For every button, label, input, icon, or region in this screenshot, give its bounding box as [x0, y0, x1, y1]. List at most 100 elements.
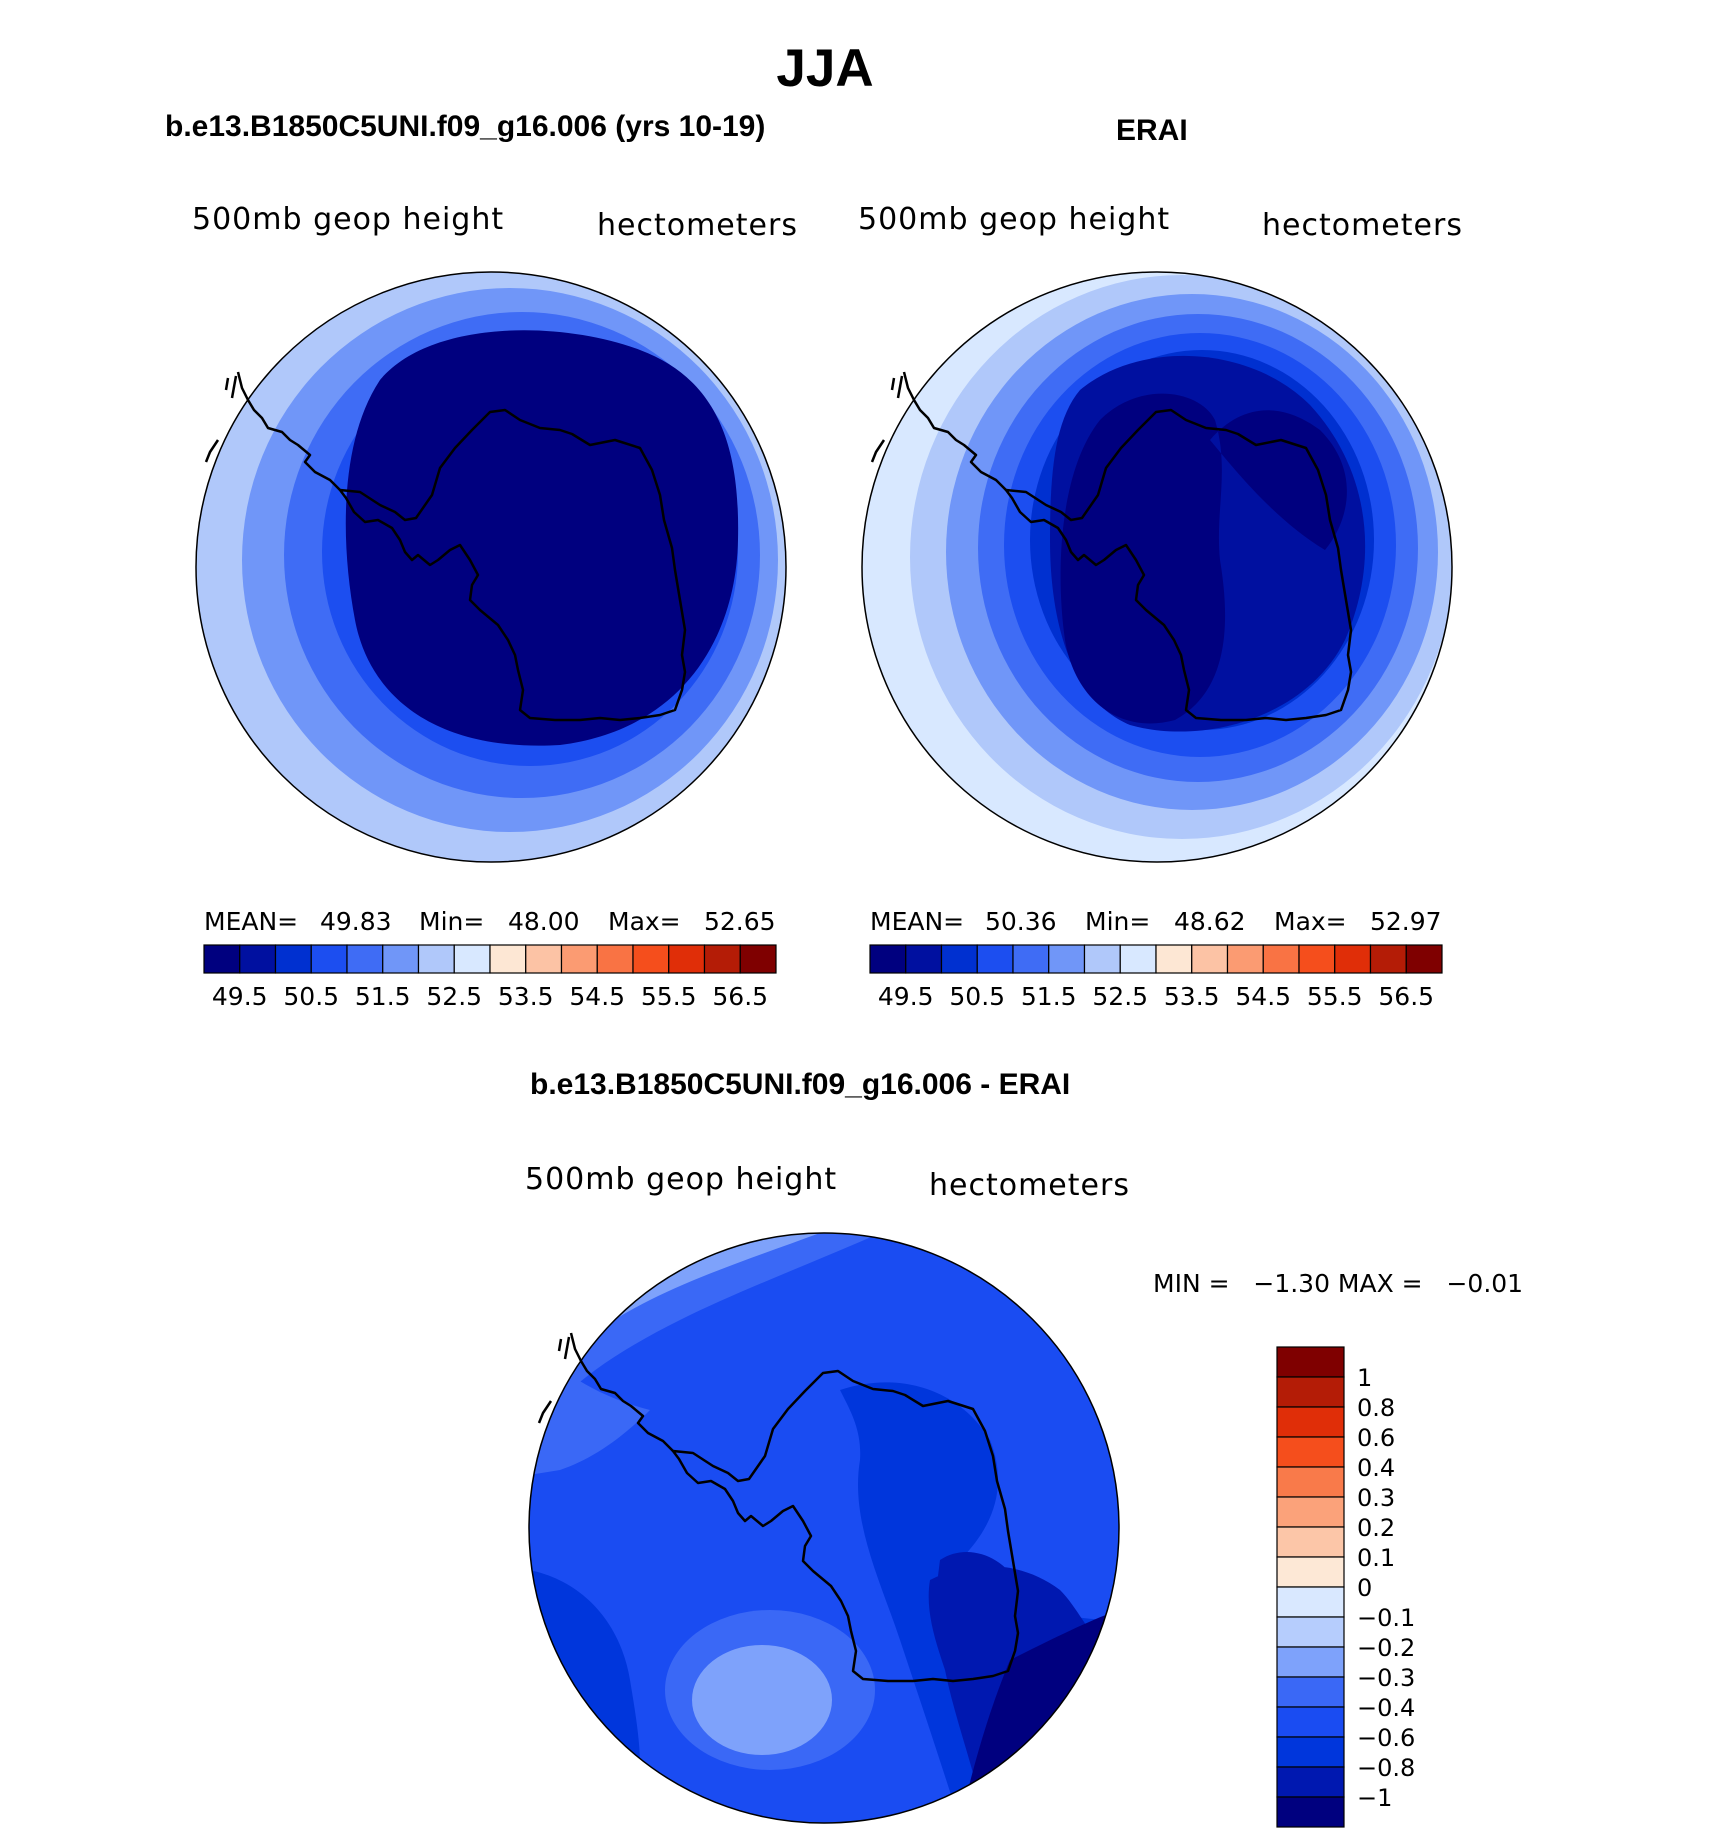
colorbar-swatch: [310, 944, 348, 974]
colorbar-swatch: [239, 944, 277, 974]
colorbar-swatch: [489, 944, 527, 974]
colorbar-swatch: [940, 944, 978, 974]
colorbar-tick-label: −0.3: [1357, 1664, 1415, 1692]
right-min-label: Min=: [1085, 907, 1150, 936]
colorbar-tick-label: 0.8: [1357, 1394, 1395, 1422]
left-coastline: [204, 371, 687, 722]
colorbar-tick-label: 55.5: [641, 982, 697, 1011]
colorbar-tick-label: −0.4: [1357, 1694, 1415, 1722]
colorbar-swatch: [346, 944, 384, 974]
colorbar-swatch: [1048, 944, 1086, 974]
colorbar-swatch: [1276, 1796, 1345, 1828]
colorbar-swatch: [1083, 944, 1121, 974]
colorbar-tick-label: 52.5: [1092, 982, 1148, 1011]
colorbar-tick-label: 0.6: [1357, 1424, 1395, 1452]
colorbar-tick-label: 53.5: [1164, 982, 1220, 1011]
colorbar-tick-label: 1: [1357, 1364, 1372, 1392]
colorbar-swatch: [596, 944, 634, 974]
left-max-label: Max=: [608, 907, 681, 936]
colorbar-tick-label: 49.5: [878, 982, 934, 1011]
colorbar-swatch: [560, 944, 598, 974]
left-units-label: hectometers: [597, 208, 798, 243]
colorbar-tick-label: 50.5: [283, 982, 339, 1011]
colorbar-tick-label: 0.1: [1357, 1544, 1395, 1572]
right-units-label: hectometers: [1262, 208, 1463, 243]
colorbar-tick-label: 53.5: [498, 982, 554, 1011]
colorbar-swatch: [1405, 944, 1443, 974]
colorbar-tick-label: −0.8: [1357, 1754, 1415, 1782]
colorbar-swatch: [1012, 944, 1050, 974]
colorbar-tick-label: 51.5: [1021, 982, 1077, 1011]
colorbar-tick-label: 0: [1357, 1574, 1372, 1602]
colorbar-swatch: [274, 944, 312, 974]
diff-units-label: hectometers: [929, 1168, 1130, 1203]
right-min-value: 48.62: [1174, 907, 1246, 936]
peninsula-island: [896, 375, 904, 399]
colorbar-swatch: [1276, 1616, 1345, 1648]
colorbar-tick-label: −0.2: [1357, 1634, 1415, 1662]
left-variable-label: 500mb geop height: [192, 202, 505, 237]
colorbar-swatch: [525, 944, 563, 974]
colorbar-swatch: [1276, 1736, 1345, 1768]
colorbar-swatch: [1119, 944, 1157, 974]
colorbar-tick-label: 56.5: [712, 982, 768, 1011]
right-panel-title: ERAI: [1116, 114, 1188, 147]
main-title: JJA: [776, 39, 874, 98]
left-min-value: 48.00: [508, 907, 580, 936]
colorbar-swatch: [1191, 944, 1229, 974]
right-colorbar: 49.5 50.5 51.5 52.5 53.5 54.5 55.5 56.5: [869, 944, 1443, 1011]
colorbar-swatch: [203, 944, 241, 974]
diff-panel-title: b.e13.B1850C5UNI.f09_g16.006 - ERAI: [530, 1068, 1071, 1101]
right-map: [862, 272, 1452, 862]
colorbar-swatch: [1276, 1556, 1345, 1588]
colorbar-swatch: [1226, 944, 1264, 974]
colorbar-swatch: [905, 944, 943, 974]
right-mean-value: 50.36: [985, 907, 1057, 936]
right-variable-label: 500mb geop height: [858, 202, 1171, 237]
left-map: [196, 272, 786, 862]
south-america-tip: [204, 439, 220, 463]
colorbar-tick-label: 54.5: [1235, 982, 1291, 1011]
left-map-border: [195, 271, 787, 863]
south-america-tip: [537, 1400, 553, 1424]
colorbar-swatch: [1276, 1766, 1345, 1798]
colorbar-swatch: [453, 944, 491, 974]
diff-coastline: [537, 1332, 1020, 1683]
antarctic-peninsula: [902, 371, 1007, 491]
antarctica-coastline: [1004, 408, 1353, 722]
right-map-border: [861, 271, 1453, 863]
diff-map: [529, 1233, 1119, 1823]
antarctic-peninsula: [569, 1332, 674, 1452]
peninsula-island: [230, 375, 238, 399]
colorbar-swatch: [1276, 1646, 1345, 1678]
colorbar-swatch: [1369, 944, 1407, 974]
peninsula-island: [557, 1338, 563, 1352]
colorbar-swatch: [739, 944, 777, 974]
south-america-tip: [870, 439, 886, 463]
left-mean-label: MEAN=: [204, 907, 298, 936]
diff-colorbar: 10.80.60.40.30.20.10−0.1−0.2−0.3−0.4−0.6…: [1276, 1346, 1415, 1828]
colorbar-tick-label: −0.6: [1357, 1724, 1415, 1752]
colorbar-swatch: [869, 944, 907, 974]
colorbar-tick-label: 0.2: [1357, 1514, 1395, 1542]
colorbar-swatch: [1276, 1436, 1345, 1468]
colorbar-swatch: [1276, 1586, 1345, 1618]
peninsula-island: [890, 377, 896, 391]
antarctica-coastline: [338, 408, 687, 722]
antarctic-peninsula: [236, 371, 341, 491]
diff-contour-band: [692, 1645, 832, 1755]
antarctica-coastline: [671, 1369, 1020, 1683]
colorbar-swatch: [417, 944, 455, 974]
colorbar-tick-label: 50.5: [949, 982, 1005, 1011]
colorbar-tick-label: −0.1: [1357, 1604, 1415, 1632]
colorbar-swatch: [1276, 1706, 1345, 1738]
diff-minmax-text: MIN = −1.30 MAX = −0.01: [1153, 1269, 1523, 1298]
colorbar-swatch: [1276, 1346, 1345, 1378]
left-panel-title: b.e13.B1850C5UNI.f09_g16.006 (yrs 10-19): [165, 110, 766, 143]
colorbar-swatch: [1298, 944, 1336, 974]
right-mean-label: MEAN=: [870, 907, 964, 936]
colorbar-swatch: [668, 944, 706, 974]
left-colorbar: 49.5 50.5 51.5 52.5 53.5 54.5 55.5 56.5: [203, 944, 777, 1011]
peninsula-island: [224, 377, 230, 391]
